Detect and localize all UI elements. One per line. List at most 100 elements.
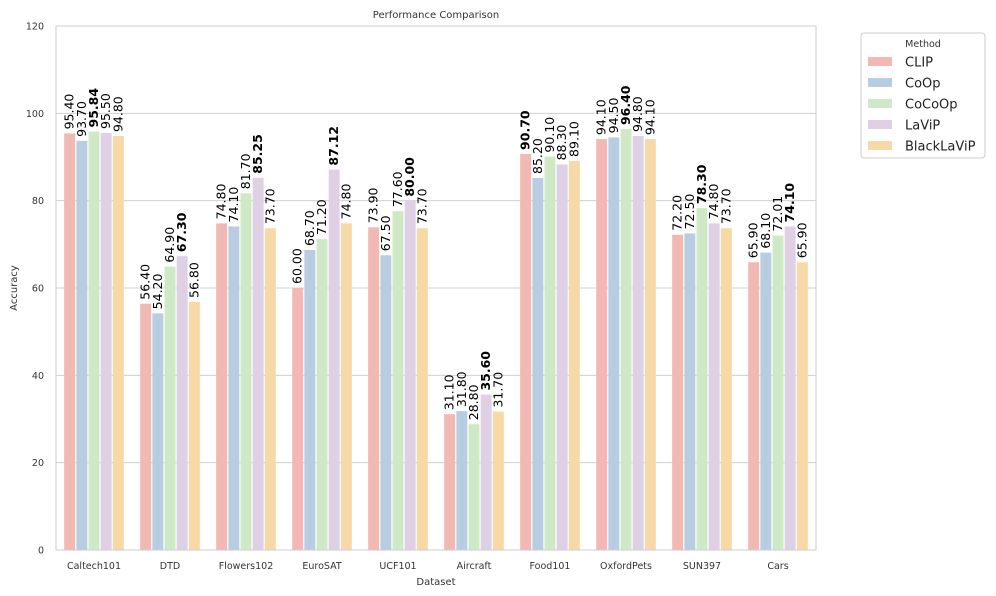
value-label-clip-food101: 90.70 <box>518 110 533 150</box>
value-label-blacklavip-food101: 89.10 <box>566 121 581 157</box>
bar-blacklavip-aircraft <box>492 411 504 550</box>
legend-swatch-lavip <box>868 120 892 129</box>
bar-coop-cars <box>760 252 772 550</box>
value-label-lavip-aircraft: 35.60 <box>478 351 493 391</box>
bar-blacklavip-caltech101 <box>112 136 124 551</box>
y-axis-ticks: 0 20 40 60 80 100 120 <box>26 22 44 557</box>
value-label-blacklavip-oxfordpets: 94.10 <box>642 99 657 135</box>
bar-cocoop-sun397 <box>696 208 708 550</box>
value-label-clip-oxfordpets: 94.10 <box>594 99 609 135</box>
value-label-clip-ucf101: 73.90 <box>366 187 381 223</box>
chart-title: Performance Comparison <box>373 10 499 21</box>
bar-lavip-caltech101 <box>100 132 112 550</box>
value-label-coop-oxfordpets: 94.50 <box>606 98 621 134</box>
value-label-coop-dtd: 54.20 <box>150 273 165 309</box>
value-label-clip-dtd: 56.40 <box>138 264 153 300</box>
value-label-lavip-ucf101: 80.00 <box>402 157 417 197</box>
legend-title: Method <box>905 39 941 50</box>
bar-value-labels: 95.4093.7095.8495.5094.8056.4054.2064.90… <box>62 85 810 420</box>
bar-blacklavip-cars <box>796 262 808 550</box>
x-tick-label-eurosat: EuroSAT <box>302 561 342 572</box>
bar-coop-food101 <box>532 177 544 550</box>
value-label-cocoop-dtd: 64.90 <box>162 227 177 263</box>
bar-coop-sun397 <box>684 233 696 550</box>
x-tick-label-aircraft: Aircraft <box>457 561 492 572</box>
value-label-cocoop-eurosat: 71.20 <box>314 199 329 235</box>
bar-coop-eurosat <box>304 250 316 550</box>
value-label-lavip-caltech101: 95.50 <box>98 93 113 129</box>
value-label-blacklavip-cars: 65.90 <box>794 222 809 258</box>
legend-label-coop: CoOp <box>905 77 941 92</box>
bar-blacklavip-eurosat <box>340 223 352 550</box>
y-tick-label: 100 <box>26 109 44 120</box>
legend: Method CLIP CoOp CoCoOp LaViP BlackLaViP <box>860 32 986 159</box>
bar-clip-caltech101 <box>64 133 76 551</box>
value-label-blacklavip-aircraft: 31.70 <box>490 372 505 408</box>
bar-clip-ucf101 <box>368 227 380 550</box>
bar-clip-eurosat <box>292 288 304 550</box>
value-label-coop-flowers102: 74.10 <box>226 187 241 223</box>
value-label-blacklavip-eurosat: 74.80 <box>338 184 353 220</box>
bar-cocoop-flowers102 <box>240 193 252 550</box>
value-label-coop-eurosat: 68.70 <box>302 210 317 246</box>
value-label-lavip-food101: 88.30 <box>554 125 569 161</box>
value-label-coop-food101: 85.20 <box>530 138 545 174</box>
value-label-cocoop-cars: 72.01 <box>770 196 785 232</box>
bar-blacklavip-ucf101 <box>416 228 428 550</box>
bar-blacklavip-flowers102 <box>264 228 276 550</box>
x-tick-label-flowers102: Flowers102 <box>219 561 274 572</box>
value-label-clip-sun397: 72.20 <box>670 195 685 231</box>
bar-blacklavip-food101 <box>568 160 580 550</box>
y-tick-label: 80 <box>32 196 44 207</box>
value-label-blacklavip-sun397: 73.70 <box>718 188 733 224</box>
legend-swatch-cocoop <box>868 99 892 108</box>
bar-clip-sun397 <box>672 234 684 550</box>
y-tick-label: 0 <box>38 546 44 557</box>
value-label-lavip-eurosat: 87.12 <box>326 126 341 166</box>
bar-coop-dtd <box>152 313 164 550</box>
y-tick-label: 120 <box>26 22 44 33</box>
bar-lavip-food101 <box>556 164 568 550</box>
bar-coop-oxfordpets <box>608 137 620 550</box>
value-label-clip-aircraft: 31.10 <box>442 374 457 410</box>
bar-clip-dtd <box>140 303 152 550</box>
x-tick-label-oxfordpets: OxfordPets <box>600 561 652 572</box>
value-label-blacklavip-flowers102: 73.70 <box>262 188 277 224</box>
value-label-cocoop-sun397: 78.30 <box>694 164 709 204</box>
x-axis-ticks: Caltech101 DTD Flowers102 EuroSAT UCF101 Airc… <box>67 561 789 572</box>
value-label-clip-eurosat: 60.00 <box>290 248 305 284</box>
bar-lavip-dtd <box>176 256 188 550</box>
bar-coop-flowers102 <box>228 226 240 550</box>
y-axis-title: Accuracy <box>9 265 20 311</box>
bar-clip-cars <box>748 262 760 550</box>
legend-label-cocoop: CoCoOp <box>905 98 958 113</box>
bars <box>64 129 808 551</box>
value-label-clip-caltech101: 95.40 <box>62 94 77 130</box>
bar-lavip-flowers102 <box>252 177 264 550</box>
bar-blacklavip-oxfordpets <box>644 139 656 550</box>
bar-lavip-ucf101 <box>404 200 416 550</box>
bar-lavip-oxfordpets <box>632 136 644 551</box>
legend-swatch-blacklavip <box>868 141 892 150</box>
bar-cocoop-eurosat <box>316 239 328 551</box>
bar-lavip-sun397 <box>708 223 720 550</box>
value-label-cocoop-aircraft: 28.80 <box>466 384 481 420</box>
bar-cocoop-ucf101 <box>392 211 404 550</box>
value-label-cocoop-oxfordpets: 96.40 <box>618 85 633 125</box>
bar-clip-aircraft <box>444 414 456 550</box>
bar-clip-oxfordpets <box>596 139 608 550</box>
x-tick-label-ucf101: UCF101 <box>379 561 416 572</box>
legend-label-lavip: LaViP <box>905 119 940 134</box>
bar-lavip-cars <box>784 226 796 550</box>
value-label-lavip-oxfordpets: 94.80 <box>630 96 645 132</box>
value-label-lavip-dtd: 67.30 <box>174 212 189 252</box>
bar-cocoop-dtd <box>164 266 176 550</box>
value-label-lavip-cars: 74.10 <box>782 183 797 223</box>
bar-cocoop-aircraft <box>468 424 480 550</box>
value-label-blacklavip-dtd: 56.80 <box>186 262 201 298</box>
value-label-coop-sun397: 72.50 <box>682 194 697 230</box>
legend-swatch-coop <box>868 78 892 87</box>
bar-blacklavip-dtd <box>188 301 200 550</box>
bar-cocoop-oxfordpets <box>620 129 632 550</box>
